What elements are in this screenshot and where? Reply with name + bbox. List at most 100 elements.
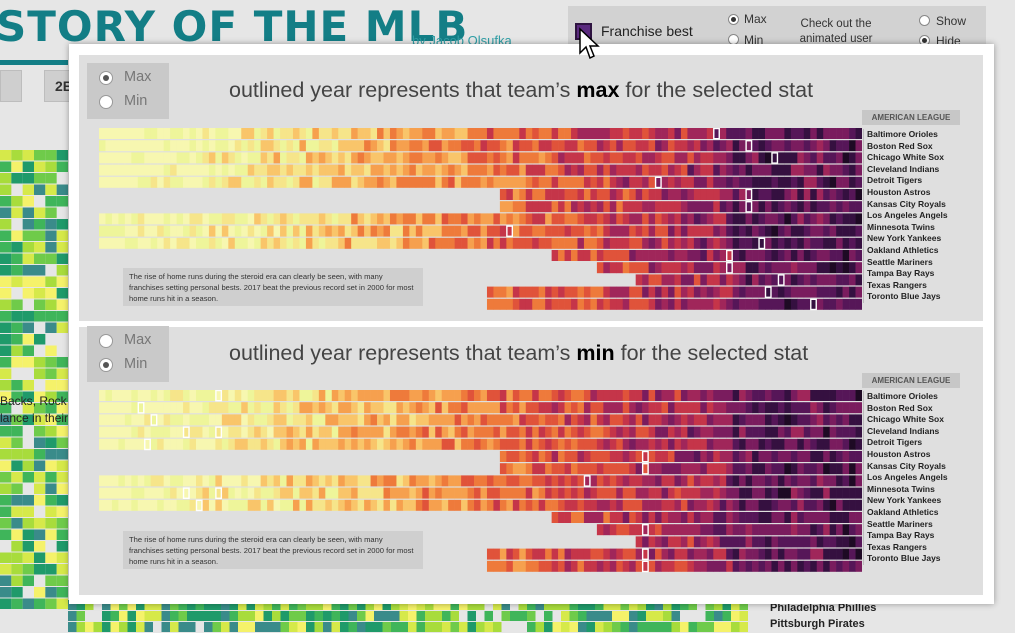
- heatmap-cell: [260, 140, 268, 152]
- heatmap-cell: [512, 548, 520, 560]
- heatmap-cell: [564, 140, 572, 152]
- team-label: Houston Astros: [867, 448, 931, 459]
- heatmap-cell: [519, 499, 527, 511]
- heatmap-cell: [668, 426, 675, 438]
- heatmap-cell: [739, 402, 746, 414]
- heatmap-cell: [22, 207, 34, 218]
- radio-button[interactable]: [99, 358, 113, 372]
- heatmap-cell: [408, 600, 417, 610]
- heatmap-cell: [577, 438, 585, 450]
- heatmap-cell: [726, 237, 733, 249]
- heatmap-cell: [56, 150, 68, 161]
- heatmap-cell: [687, 548, 695, 560]
- heatmap-cell: [0, 196, 12, 207]
- heatmap-cell: [221, 140, 229, 152]
- heatmap-max: [99, 128, 862, 311]
- heatmap-cell: [558, 414, 565, 426]
- heatmap-cell: [441, 402, 449, 414]
- heatmap-cell: [428, 140, 436, 152]
- heatmap-cell: [45, 161, 57, 172]
- radio-button[interactable]: [99, 95, 113, 109]
- heatmap-cell: [448, 390, 455, 401]
- heatmap-cell: [564, 152, 572, 164]
- heatmap-cell: [700, 426, 708, 438]
- max-radio[interactable]: [728, 14, 739, 25]
- heatmap-cell: [150, 128, 158, 139]
- heatmap-cell: [183, 164, 190, 176]
- heatmap-cell: [532, 164, 539, 176]
- heatmap-cell: [583, 298, 591, 310]
- radio-button[interactable]: [99, 334, 113, 348]
- heatmap-cell: [551, 475, 559, 487]
- heatmap-cell: [745, 201, 753, 213]
- heatmap-cell: [99, 438, 106, 450]
- heatmap-cell: [0, 506, 12, 517]
- heatmap-cell: [99, 152, 106, 164]
- heatmap-cell: [280, 128, 287, 139]
- heatmap-cell: [34, 541, 46, 552]
- heatmap-cell: [668, 286, 675, 298]
- heatmap-cell: [22, 403, 34, 414]
- heatmap-cell: [732, 548, 740, 560]
- mouse-cursor-icon: [579, 27, 600, 60]
- heatmap-cell: [538, 225, 546, 237]
- heatmap-cell: [571, 298, 578, 310]
- heatmap-cell: [486, 426, 494, 438]
- heatmap-cell: [790, 536, 798, 548]
- heatmap-cell: [722, 611, 731, 621]
- heatmap-cell: [157, 487, 164, 499]
- heatmap-cell: [493, 548, 501, 560]
- heatmap-cell: [745, 402, 753, 414]
- heatmap-cell: [816, 213, 824, 225]
- heatmap-cell: [622, 438, 630, 450]
- show-guide-radio[interactable]: [919, 15, 930, 26]
- stat-tab[interactable]: [0, 70, 22, 102]
- heatmap-cell: [771, 512, 779, 523]
- heatmap-cell: [622, 225, 630, 237]
- heatmap-cell: [422, 438, 430, 450]
- heatmap-cell: [590, 225, 598, 237]
- heatmap-cell: [111, 426, 119, 438]
- heatmap-cell: [344, 128, 352, 139]
- heatmap-cell: [370, 426, 378, 438]
- heatmap-cell: [713, 390, 721, 401]
- heatmap-cell: [331, 611, 340, 621]
- heatmap-cell: [331, 438, 339, 450]
- heatmap-cell: [144, 225, 152, 237]
- heatmap-cell: [777, 499, 785, 511]
- heatmap-cell: [370, 176, 378, 188]
- heatmap-cell: [790, 499, 798, 511]
- heatmap-cell: [461, 402, 468, 414]
- heatmap-cell: [221, 622, 230, 632]
- heatmap-cell: [433, 600, 442, 610]
- heatmap-cell: [441, 225, 449, 237]
- heatmap-cell: [306, 611, 315, 621]
- heatmap-cell: [829, 499, 837, 511]
- heatmap-cell: [286, 475, 294, 487]
- heatmap-cell: [280, 487, 287, 499]
- heatmap-cell: [280, 237, 287, 249]
- heatmap-cell: [732, 438, 740, 450]
- heatmap-cell: [642, 524, 649, 536]
- heatmap-cell: [765, 262, 772, 274]
- heatmap-cell: [596, 201, 604, 213]
- heatmap-cell: [118, 426, 126, 438]
- league-header: AMERICAN LEAGUE: [862, 373, 960, 388]
- heatmap-cell: [409, 475, 417, 487]
- heatmap-cell: [292, 237, 300, 249]
- heatmap-cell: [22, 506, 34, 517]
- heatmap-cell: [377, 237, 384, 249]
- heatmap-cell: [706, 176, 714, 188]
- heatmap-cell: [241, 176, 249, 188]
- heatmap-cell: [474, 402, 481, 414]
- heatmap-cell: [583, 512, 591, 523]
- heatmap-cell: [428, 438, 436, 450]
- heatmap-cell: [771, 548, 779, 560]
- heatmap-cell: [422, 237, 430, 249]
- heatmap-cell: [745, 250, 753, 261]
- heatmap-cell: [551, 237, 559, 249]
- heatmap-cell: [383, 475, 391, 487]
- heatmap-cell: [467, 402, 475, 414]
- heatmap-cell: [706, 225, 714, 237]
- radio-button[interactable]: [99, 71, 113, 85]
